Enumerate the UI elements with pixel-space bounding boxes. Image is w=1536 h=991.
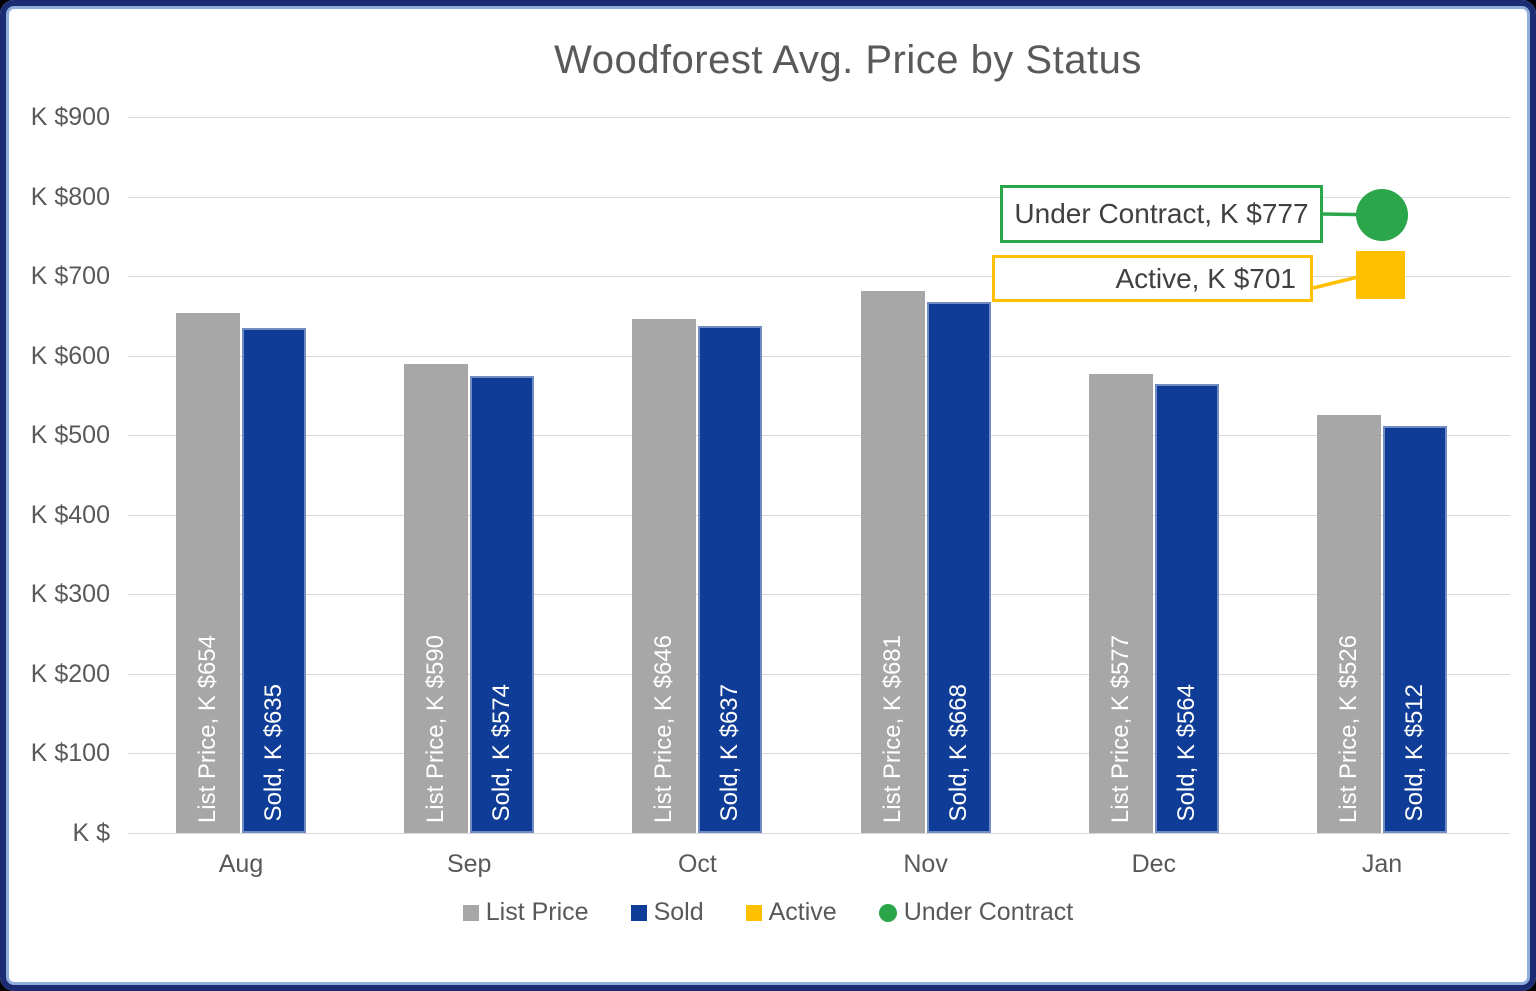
callout-under-contract: Under Contract, K $777 — [1000, 185, 1323, 243]
gridline — [128, 276, 1510, 278]
legend-item-under-contract: Under Contract — [878, 898, 1074, 927]
gridline — [128, 355, 1510, 357]
gridline — [128, 196, 1510, 198]
legend-item-sold: Sold — [630, 898, 704, 927]
bar-value-label: Sold, K $635 — [260, 683, 287, 821]
bar-list-price: List Price, K $654 — [176, 312, 240, 833]
bar-value-label: Sold, K $512 — [1401, 683, 1428, 821]
x-axis-label: Oct — [677, 850, 717, 878]
bar-list-price: List Price, K $646 — [632, 319, 697, 833]
bar-value-label: Sold, K $668 — [944, 683, 972, 821]
under-contract-marker — [1356, 188, 1408, 241]
gridline — [128, 514, 1510, 516]
gridline — [128, 753, 1510, 755]
bar-value-label: List Price, K $590 — [422, 634, 450, 823]
gridline — [128, 673, 1510, 675]
x-axis-label: Aug — [218, 850, 264, 878]
x-axis-label: Sep — [446, 850, 492, 878]
bar-sold: Sold, K $635 — [242, 327, 306, 833]
bar-value-label: List Price, K $654 — [194, 634, 221, 823]
y-axis-tick-label: K $200 — [30, 659, 110, 688]
x-axis-label: Dec — [1131, 850, 1177, 878]
bar-value-label: List Price, K $577 — [1106, 634, 1134, 823]
legend-square-swatch — [745, 904, 762, 921]
legend-label: Under Contract — [903, 898, 1074, 926]
chart-title: Woodforest Avg. Price by Status — [554, 38, 1142, 82]
y-axis-tick-label: K $ — [72, 819, 110, 847]
y-axis-tick-label: K $300 — [30, 580, 110, 609]
gridline — [128, 117, 1510, 118]
bar-sold: Sold, K $668 — [926, 301, 991, 833]
bar-sold: Sold, K $564 — [1154, 384, 1219, 833]
legend-circle-swatch — [878, 903, 897, 922]
bar-value-label: List Price, K $526 — [1335, 634, 1362, 823]
legend-square-swatch — [630, 904, 647, 921]
legend-label: Sold — [653, 898, 704, 926]
bar-sold: Sold, K $512 — [1383, 425, 1447, 833]
callout-active: Active, K $701 — [992, 255, 1313, 302]
bar-value-label: Sold, K $637 — [716, 683, 744, 821]
bar-list-price: List Price, K $590 — [404, 363, 469, 833]
bar-sold: Sold, K $574 — [470, 376, 535, 833]
bar-value-label: Sold, K $574 — [488, 683, 516, 821]
legend-square-swatch — [462, 904, 479, 921]
legend-item-list-price: List Price — [462, 898, 589, 927]
legend: List Price Sold Active Under Contract — [0, 898, 1536, 927]
legend-label: Active — [768, 898, 837, 926]
y-axis-tick-label: K $700 — [30, 262, 110, 291]
y-axis-tick-label: K $100 — [30, 739, 110, 768]
bar-value-label: List Price, K $646 — [650, 634, 678, 823]
bar-list-price: List Price, K $526 — [1317, 414, 1381, 833]
y-axis-tick-label: K $500 — [30, 421, 110, 450]
bar-list-price: List Price, K $681 — [860, 291, 925, 833]
legend-label: List Price — [485, 898, 589, 926]
x-axis-label: Nov — [903, 850, 948, 878]
y-axis-tick-label: K $800 — [30, 182, 110, 211]
gridline — [128, 594, 1510, 596]
y-axis-tick-label: K $600 — [30, 341, 110, 370]
y-axis-tick-label: K $900 — [30, 103, 110, 131]
legend-item-active: Active — [745, 898, 837, 927]
bar-list-price: List Price, K $577 — [1088, 373, 1153, 833]
bar-value-label: List Price, K $681 — [878, 634, 906, 823]
bar-value-label: Sold, K $564 — [1172, 683, 1200, 821]
bar-sold: Sold, K $637 — [698, 326, 763, 833]
y-axis-tick-label: K $400 — [30, 500, 110, 529]
gridline — [128, 833, 1510, 834]
x-axis-label: Jan — [1361, 850, 1403, 878]
active-marker — [1356, 251, 1405, 300]
gridline — [128, 435, 1510, 437]
